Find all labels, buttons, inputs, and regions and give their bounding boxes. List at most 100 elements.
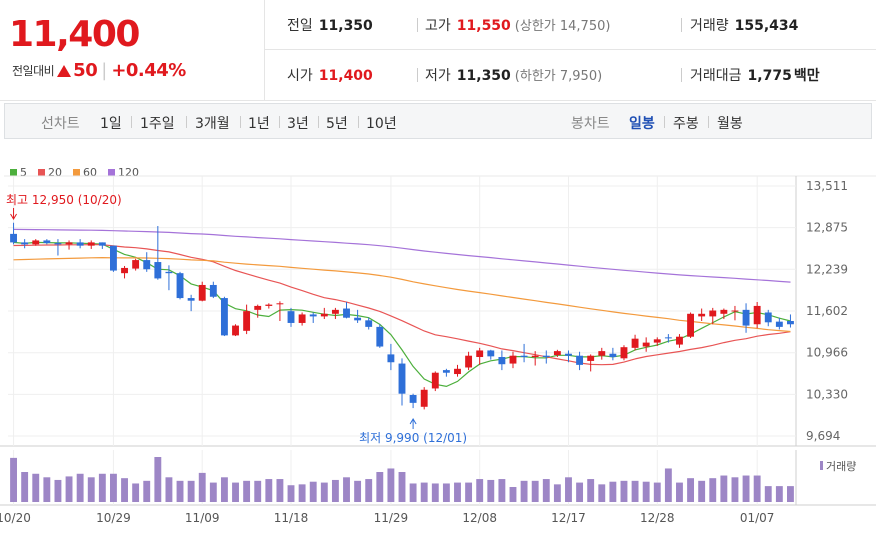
- volume-legend-swatch: [820, 461, 823, 470]
- volume-bar: [442, 483, 450, 502]
- legend-swatch: [108, 169, 115, 176]
- divider: [708, 116, 709, 128]
- period-1w[interactable]: 1주일: [140, 116, 175, 132]
- legend-swatch: [38, 169, 45, 176]
- x-tick-label: 12/28: [640, 511, 675, 525]
- period-3m[interactable]: 3개월: [195, 116, 230, 132]
- divider: [358, 116, 359, 128]
- low-arrow-head: [409, 418, 417, 425]
- volume-bar: [43, 477, 51, 502]
- candle-body: [43, 240, 51, 244]
- high-label: 고가: [425, 18, 451, 34]
- candle-body: [287, 311, 295, 323]
- change-row: 전일대비 50 | +0.44%: [12, 60, 186, 81]
- candle-body: [531, 355, 539, 358]
- volume-bar: [787, 486, 794, 502]
- candle-body: [431, 372, 439, 389]
- candle-body: [398, 363, 406, 394]
- candle-body: [764, 312, 772, 323]
- volume-bar: [454, 482, 461, 502]
- volume-bar: [398, 472, 406, 502]
- volume-bars: 거래량: [10, 457, 856, 502]
- legend-ma120: 120: [108, 166, 139, 179]
- volume-bar: [698, 480, 706, 502]
- high-value: 11,550: [456, 18, 511, 34]
- ma5-line: [13, 241, 791, 388]
- legend-label: 20: [48, 166, 62, 179]
- volume-bar: [764, 486, 772, 502]
- ma120-line: [13, 228, 791, 283]
- change-percent: +0.44%: [111, 60, 186, 81]
- divider: |: [101, 60, 108, 81]
- candle-body: [10, 233, 17, 243]
- volume-bar: [431, 483, 439, 502]
- y-tick-label: 9,694: [806, 429, 840, 443]
- volume-bar: [542, 479, 550, 502]
- period-3y[interactable]: 3년: [287, 116, 309, 132]
- open-price: 시가 11,400: [287, 65, 373, 85]
- candle-body: [265, 304, 273, 306]
- candle-body: [365, 320, 373, 327]
- change-label: 전일대비: [12, 64, 55, 78]
- volume-bar: [587, 479, 595, 502]
- upper-limit: (상한가 14,750): [514, 19, 611, 34]
- prev-close-value: 11,350: [318, 18, 373, 34]
- volume-bar: [420, 482, 428, 502]
- y-tick-label: 10,330: [806, 387, 848, 401]
- annotations: 최고 12,950 (10/20) 최저 9,990 (12/01): [6, 193, 467, 445]
- x-tick-label: 11/18: [274, 511, 309, 525]
- volume-bar: [709, 478, 717, 502]
- candle-body: [542, 355, 550, 358]
- open-value: 11,400: [318, 68, 373, 84]
- high-arrow-head: [10, 213, 17, 220]
- candle-body: [165, 271, 173, 274]
- ma-legend: 5 20 60 120: [10, 166, 150, 179]
- candle-body: [487, 350, 495, 357]
- volume-bar: [565, 477, 572, 502]
- trade-value-unit: 백만: [793, 68, 820, 84]
- volume-bar: [343, 477, 350, 502]
- volume-bar: [642, 481, 650, 502]
- candle-body: [787, 320, 794, 325]
- volume-bar: [775, 486, 783, 502]
- candle-daily[interactable]: 일봉: [629, 116, 655, 132]
- legend-ma20: 20: [38, 166, 62, 179]
- quote-header: 11,400 전일대비 50 | +0.44% 전일 11,350 고가 11,…: [0, 0, 876, 101]
- x-tick-label: 10/29: [96, 511, 131, 525]
- candle-body: [54, 243, 62, 245]
- volume-bar: [676, 482, 683, 502]
- volume-bar: [98, 473, 106, 502]
- x-tick-label: 12/17: [551, 511, 586, 525]
- candle-body: [176, 273, 184, 299]
- period-10y[interactable]: 10년: [366, 116, 397, 132]
- volume-value: 155,434: [734, 18, 799, 34]
- chart-grid: [0, 175, 876, 506]
- period-1d[interactable]: 1일: [100, 116, 122, 132]
- candle-body: [243, 311, 251, 331]
- period-5y[interactable]: 5년: [326, 116, 348, 132]
- low-price: 저가 11,350 (하한가 7,950): [425, 65, 602, 85]
- ma60-line: [13, 256, 791, 333]
- period-bar: 선차트 1일 1주일 3개월 1년 3년 5년 10년 봉차트 일봉 주봉 월봉: [4, 103, 872, 139]
- candle-body: [32, 240, 40, 245]
- candle-weekly[interactable]: 주봉: [673, 116, 699, 132]
- candle-monthly[interactable]: 월봉: [717, 116, 743, 132]
- candle-body: [132, 260, 140, 269]
- trade-value-amount: 1,775: [747, 68, 792, 84]
- candle-body: [698, 313, 706, 317]
- volume-bar: [298, 484, 306, 502]
- legend-label: 120: [118, 166, 139, 179]
- candle-body: [598, 351, 606, 356]
- volume-bar: [598, 484, 606, 502]
- x-tick-label: 12/08: [462, 511, 497, 525]
- volume-bar: [731, 477, 739, 502]
- current-price: 11,400: [9, 14, 140, 55]
- candle-body: [65, 242, 73, 245]
- volume-bar: [243, 480, 251, 502]
- divider: [417, 68, 418, 82]
- volume-bar: [498, 479, 506, 502]
- candle-body: [209, 284, 217, 297]
- volume-bar: [309, 481, 317, 502]
- x-tick-label: 11/29: [374, 511, 409, 525]
- period-1y[interactable]: 1년: [248, 116, 270, 132]
